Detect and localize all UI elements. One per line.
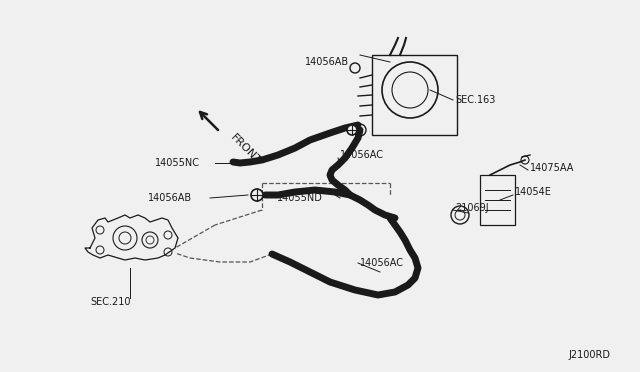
Circle shape — [251, 189, 263, 201]
Circle shape — [347, 125, 357, 135]
Polygon shape — [85, 215, 178, 260]
Text: SEC.210: SEC.210 — [90, 297, 131, 307]
Text: SEC.163: SEC.163 — [455, 95, 495, 105]
Text: J2100RD: J2100RD — [568, 350, 610, 360]
Text: 14056AB: 14056AB — [148, 193, 192, 203]
Text: 14055NC: 14055NC — [155, 158, 200, 168]
Text: FRONT: FRONT — [228, 132, 262, 166]
Bar — [480, 175, 515, 225]
Text: 14054E: 14054E — [515, 187, 552, 197]
Text: 14056AC: 14056AC — [360, 258, 404, 268]
Text: 21069J: 21069J — [455, 203, 488, 213]
Text: 14056AB: 14056AB — [305, 57, 349, 67]
Text: 14055ND: 14055ND — [277, 193, 323, 203]
Text: 14075AA: 14075AA — [530, 163, 574, 173]
Text: 14056AC: 14056AC — [340, 150, 384, 160]
Bar — [372, 55, 457, 135]
